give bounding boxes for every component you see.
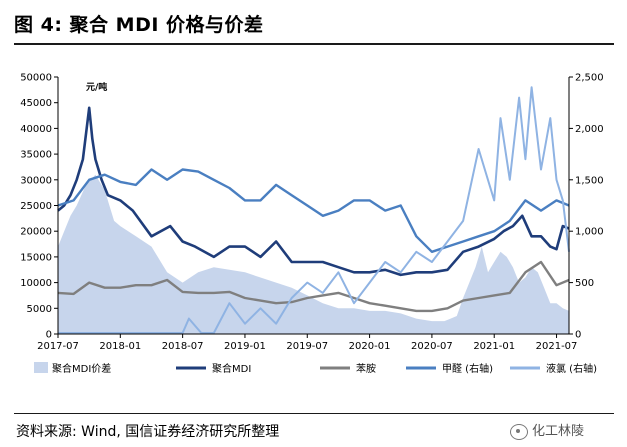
y-left-tick-label: 15000 (20, 252, 52, 263)
y-right-tick-label: 500 (575, 278, 594, 289)
series-mdi-line (57, 106, 570, 277)
x-tick-label: 2018-07 (162, 341, 204, 352)
y-left-tick-label: 5000 (27, 304, 52, 315)
series-aniline-line (57, 260, 570, 313)
legend-label-chlorine: 液氯 (右轴) (546, 362, 597, 375)
legend-swatch-spread (34, 362, 48, 373)
y-left-tick-label: 20000 (20, 227, 52, 238)
title-bar: 图 4: 聚合 MDI 价格与价差 (14, 6, 614, 45)
legend-label-formaldehyde: 甲醛 (右轴) (442, 362, 493, 375)
y-left-tick-label: 30000 (20, 175, 52, 186)
series-formaldehyde-line (57, 168, 570, 254)
x-tick-label: 2017-07 (37, 341, 79, 352)
y-right-tick-label: 1,000 (575, 227, 604, 238)
y-right-tick-label: 0 (575, 330, 581, 341)
figure-title: 图 4: 聚合 MDI 价格与价差 (14, 14, 264, 36)
y-left-tick-label: 0 (46, 330, 52, 341)
series-chlorine-line (58, 86, 570, 334)
y-right-tick-label: 1,500 (575, 175, 604, 186)
watermark: 化工林陵 (510, 420, 584, 440)
y-left-tick-label: 45000 (20, 98, 52, 109)
x-tick-label: 2018-01 (99, 341, 141, 352)
title-rule (14, 43, 614, 45)
y-left-tick-label: 25000 (20, 201, 52, 212)
y-left-tick-label: 10000 (20, 278, 52, 289)
x-tick-label: 2020-01 (349, 341, 391, 352)
y-left-tick-label: 40000 (20, 124, 52, 135)
y-right-tick-label: 2,500 (575, 73, 604, 84)
x-tick-label: 2019-01 (224, 341, 266, 352)
source-note: 资料来源: Wind, 国信证券经济研究所整理 (16, 424, 280, 440)
y-left-tick-label: 50000 (20, 73, 52, 84)
x-tick-label: 2021-01 (473, 341, 515, 352)
x-tick-label: 2019-07 (286, 341, 328, 352)
x-tick-label: 2020-07 (411, 341, 453, 352)
legend-label-spread: 聚合MDI价差 (52, 362, 111, 375)
chart: 0500010000150002000025000300003500040000… (20, 73, 604, 376)
y-unit-label: 元/吨 (86, 81, 107, 93)
y-right-tick-label: 2,000 (575, 124, 604, 135)
legend-label-mdi: 聚合MDI (212, 362, 251, 375)
wechat-icon (510, 423, 528, 440)
watermark-text: 化工林陵 (532, 424, 585, 439)
y-left-tick-label: 35000 (20, 150, 52, 161)
legend-label-aniline: 苯胺 (356, 362, 376, 375)
x-tick-label: 2021-07 (536, 341, 578, 352)
series-spread-area (58, 174, 569, 334)
bottom-rule (14, 413, 614, 414)
